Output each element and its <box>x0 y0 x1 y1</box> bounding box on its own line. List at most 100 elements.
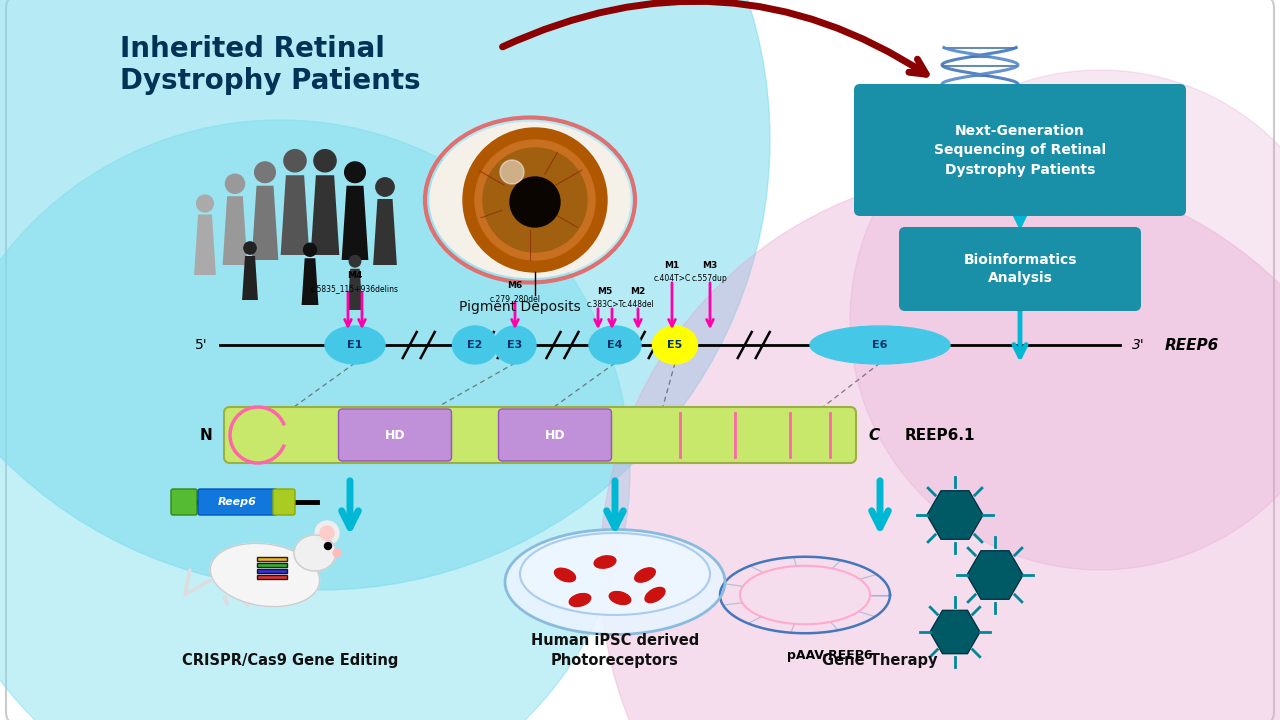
Ellipse shape <box>645 588 666 603</box>
Circle shape <box>197 195 214 212</box>
Text: REEP6: REEP6 <box>1165 338 1220 353</box>
Text: 3': 3' <box>1132 338 1144 352</box>
FancyBboxPatch shape <box>257 569 287 573</box>
Text: M6: M6 <box>507 281 522 290</box>
Circle shape <box>600 170 1280 720</box>
Circle shape <box>0 0 771 590</box>
Text: c.5835_115+936delins: c.5835_115+936delins <box>311 284 399 293</box>
Text: Reep6: Reep6 <box>218 497 257 507</box>
Circle shape <box>325 542 332 549</box>
Text: Gene Therapy: Gene Therapy <box>822 653 938 668</box>
Circle shape <box>376 178 394 196</box>
Polygon shape <box>302 258 319 305</box>
Circle shape <box>500 160 524 184</box>
Ellipse shape <box>554 568 576 582</box>
Text: CRISPR/Cas9 Gene Editing: CRISPR/Cas9 Gene Editing <box>182 653 398 668</box>
Text: E6: E6 <box>872 340 888 350</box>
Text: M5: M5 <box>598 287 613 296</box>
FancyBboxPatch shape <box>257 575 287 579</box>
Text: C: C <box>868 428 879 443</box>
FancyBboxPatch shape <box>338 409 452 461</box>
Ellipse shape <box>294 535 335 571</box>
Polygon shape <box>342 186 369 260</box>
Ellipse shape <box>506 529 724 634</box>
Polygon shape <box>242 256 259 300</box>
Text: pAAV-REEP6: pAAV-REEP6 <box>787 649 873 662</box>
Circle shape <box>314 150 337 172</box>
Circle shape <box>349 256 361 267</box>
Text: c.448del: c.448del <box>622 300 654 309</box>
FancyBboxPatch shape <box>6 0 1274 720</box>
Text: c.279_280del: c.279_280del <box>489 294 540 303</box>
Polygon shape <box>252 186 278 260</box>
Text: Bioinformatics
Analysis: Bioinformatics Analysis <box>964 253 1076 285</box>
Circle shape <box>0 120 630 720</box>
Circle shape <box>244 242 256 254</box>
Ellipse shape <box>635 568 655 582</box>
Text: E1: E1 <box>347 340 362 350</box>
Circle shape <box>475 140 595 260</box>
Polygon shape <box>280 175 310 255</box>
Text: HD: HD <box>545 428 566 441</box>
Text: c.557dup: c.557dup <box>692 274 728 283</box>
Text: M1: M1 <box>664 261 680 270</box>
Text: Human iPSC derived
Photoreceptors: Human iPSC derived Photoreceptors <box>531 633 699 668</box>
Polygon shape <box>223 197 247 265</box>
Text: Inherited Retinal
Dystrophy Patients: Inherited Retinal Dystrophy Patients <box>120 35 421 96</box>
FancyBboxPatch shape <box>854 84 1187 216</box>
FancyBboxPatch shape <box>224 407 856 463</box>
Text: 5': 5' <box>196 338 207 352</box>
Circle shape <box>509 177 561 227</box>
Ellipse shape <box>570 593 591 606</box>
Circle shape <box>320 526 334 540</box>
Circle shape <box>303 243 316 256</box>
Text: c.404T>C: c.404T>C <box>653 274 691 283</box>
Polygon shape <box>966 551 1023 599</box>
Ellipse shape <box>494 326 536 364</box>
Text: Next-Generation
Sequencing of Retinal
Dystrophy Patients: Next-Generation Sequencing of Retinal Dy… <box>934 124 1106 176</box>
FancyBboxPatch shape <box>498 409 612 461</box>
Text: E2: E2 <box>467 340 483 350</box>
Ellipse shape <box>325 326 385 364</box>
Circle shape <box>284 150 306 172</box>
Ellipse shape <box>210 544 320 607</box>
Polygon shape <box>195 215 216 275</box>
Circle shape <box>850 70 1280 570</box>
Polygon shape <box>311 175 339 255</box>
Text: c.383C>T: c.383C>T <box>586 300 623 309</box>
Polygon shape <box>927 491 983 539</box>
Circle shape <box>255 162 275 183</box>
Text: HD: HD <box>385 428 406 441</box>
Circle shape <box>463 128 607 272</box>
Text: M3: M3 <box>703 261 718 270</box>
FancyBboxPatch shape <box>899 227 1140 311</box>
Circle shape <box>483 148 588 252</box>
Text: REEP6.1: REEP6.1 <box>905 428 975 443</box>
Text: E5: E5 <box>667 340 682 350</box>
Circle shape <box>225 174 244 193</box>
Text: M2: M2 <box>630 287 645 296</box>
Ellipse shape <box>589 326 641 364</box>
FancyBboxPatch shape <box>172 489 197 515</box>
Ellipse shape <box>520 533 710 615</box>
FancyBboxPatch shape <box>257 557 287 561</box>
Text: E3: E3 <box>507 340 522 350</box>
Circle shape <box>315 521 339 545</box>
Ellipse shape <box>430 122 630 277</box>
Text: E4: E4 <box>607 340 623 350</box>
Text: Pigment Deposits: Pigment Deposits <box>460 300 581 314</box>
Circle shape <box>344 162 365 183</box>
Text: N: N <box>200 428 212 443</box>
FancyBboxPatch shape <box>257 562 287 567</box>
FancyBboxPatch shape <box>198 489 276 515</box>
Ellipse shape <box>594 556 616 568</box>
FancyBboxPatch shape <box>273 489 294 515</box>
Polygon shape <box>374 199 397 265</box>
Polygon shape <box>931 611 980 654</box>
Ellipse shape <box>453 326 498 364</box>
Ellipse shape <box>653 326 698 364</box>
Ellipse shape <box>609 592 631 605</box>
Circle shape <box>333 549 340 557</box>
Ellipse shape <box>810 326 950 364</box>
Polygon shape <box>348 269 362 310</box>
